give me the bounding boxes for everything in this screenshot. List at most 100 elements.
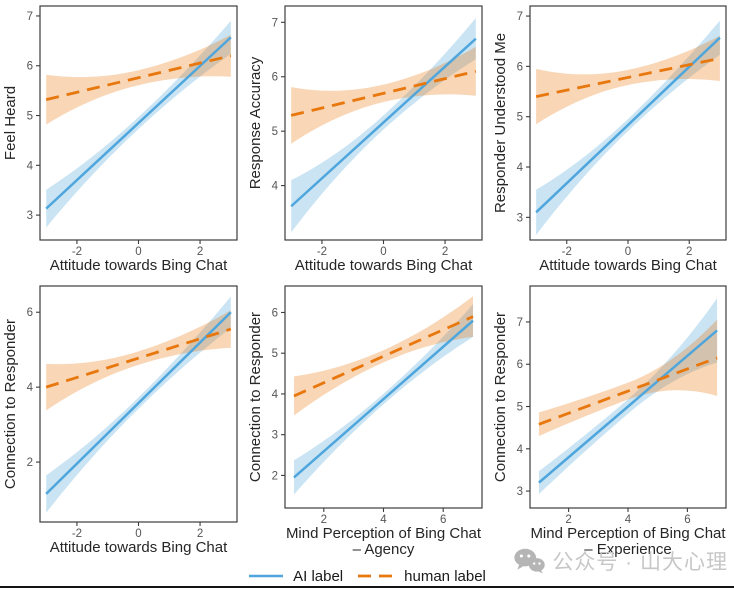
y-tick-label: 4 [517, 162, 524, 174]
axis-titles: Mind Perception of Bing Chat– Agency Conn… [247, 312, 482, 558]
axes: -2 0 2 3 4 5 6 7 [517, 11, 693, 258]
legend-label-human: human label [404, 567, 486, 585]
y-axis-title: Connection to Responder [492, 312, 509, 482]
axis-titles: Mind Perception of Bing Chat– Experience… [492, 312, 726, 558]
x-tick-label: 6 [440, 514, 446, 526]
x-tick-label: 0 [625, 246, 631, 258]
ci-band [294, 296, 473, 416]
y-axis-title: Connection to Responder [247, 312, 264, 482]
watermark-text: 公众号 · 山大心理 [552, 551, 728, 574]
y-tick-label: 4 [272, 389, 279, 401]
trend-line [290, 69, 477, 117]
panel-1: -2 0 2 3 4 5 6 7 Attitude towards Bing Chat Feel … [0, 0, 245, 280]
x-tick-label: 2 [197, 528, 203, 540]
human-line-swatch-icon [358, 574, 395, 578]
x-tick-label: 2 [686, 246, 692, 258]
x-axis-title: Mind Perception of Bing Chat [530, 525, 726, 542]
x-tick-label: 2 [442, 246, 448, 258]
y-tick-label: 5 [272, 126, 278, 138]
trend-line [538, 356, 718, 426]
x-tick-label: -2 [72, 246, 82, 258]
watermark: 公众号 · 山大心理 [514, 546, 728, 576]
x-axis-title-line2: – Agency [353, 541, 415, 558]
axes: 2 4 6 2 3 4 5 6 [272, 307, 447, 526]
y-tick-label: 6 [27, 307, 33, 319]
panel-1-chart: -2 0 2 3 4 5 6 7 Attitude towards Bing Chat Feel … [2, 5, 238, 274]
trend-line [45, 311, 232, 495]
plot-area [538, 298, 718, 494]
plot-area [290, 18, 477, 233]
trend-line [538, 329, 718, 484]
x-axis-title: Mind Perception of Bing Chat [286, 525, 482, 542]
panel-2-chart: -2 0 2 4 5 6 7 Attitude towards Bing Chat Respon… [247, 5, 483, 274]
y-tick-label: 5 [517, 112, 523, 124]
y-tick-label: 6 [517, 61, 523, 73]
y-tick-label: 2 [272, 470, 278, 482]
y-axis-title: Response Accuracy [247, 56, 264, 189]
y-tick-label: 5 [272, 348, 278, 360]
panel-4-chart: -2 0 2 2 4 6 Attitude towards Bing Chat Connect… [2, 285, 238, 556]
ci-band [46, 310, 231, 411]
axis-titles: Attitude towards Bing Chat Feel Heard [2, 86, 228, 274]
y-tick-label: 7 [517, 317, 523, 329]
y-tick-label: 2 [27, 457, 33, 469]
chart-legend: AI label human label [0, 564, 734, 588]
axes: -2 0 2 2 4 6 [27, 307, 204, 540]
y-tick-label: 3 [272, 430, 278, 442]
y-axis-title: Feel Heard [2, 86, 19, 160]
trend-line [535, 36, 721, 214]
plot-area [293, 296, 474, 495]
y-tick-label: 7 [27, 11, 33, 23]
bottom-divider [0, 586, 734, 588]
y-tick-label: 7 [517, 11, 523, 23]
legend-item-human: human label [357, 568, 486, 585]
ci-band [536, 20, 720, 235]
x-axis-title: Attitude towards Bing Chat [50, 257, 228, 274]
x-axis-title-line2: – Experience [584, 541, 672, 558]
x-tick-label: 4 [625, 514, 632, 526]
y-axis-title: Responder Understood Me [492, 33, 509, 213]
y-tick-label: 4 [27, 160, 34, 172]
x-tick-label: 6 [684, 514, 690, 526]
x-axis-title: Attitude towards Bing Chat [539, 257, 717, 274]
y-tick-label: 3 [517, 212, 523, 224]
y-tick-label: 6 [272, 72, 278, 84]
x-axis-title: Attitude towards Bing Chat [50, 539, 228, 556]
panel-2: -2 0 2 4 5 6 7 Attitude towards Bing Chat Respon… [245, 0, 490, 280]
x-tick-label: -2 [72, 528, 82, 540]
trend-line [45, 54, 232, 101]
panel-5: 2 4 6 2 3 4 5 6 Mind Perception of Bing Chat – Ag… [245, 280, 490, 580]
y-tick-label: 6 [272, 307, 278, 319]
trend-line [293, 315, 474, 398]
panel-4: -2 0 2 2 4 6 Attitude towards Bing Chat Connect… [0, 280, 245, 580]
y-tick-label: 3 [517, 486, 523, 498]
y-axis-title: Connection to Responder [2, 319, 19, 489]
plot-area [45, 296, 232, 513]
x-tick-label: -2 [317, 246, 327, 258]
trend-line [45, 327, 232, 389]
plot-area [45, 20, 232, 228]
trend-line [290, 37, 477, 208]
wechat-icon [514, 548, 546, 574]
legend-label-ai: AI label [293, 567, 344, 585]
y-tick-label: 4 [27, 382, 34, 394]
axis-titles: Attitude towards Bing Chat Response Accur… [247, 56, 473, 274]
axes: -2 0 2 3 4 5 6 7 [27, 11, 204, 258]
panel-6: 2 4 6 3 4 5 6 7 Mind Perception of Bing Chat – Ex… [490, 280, 734, 580]
y-tick-label: 4 [272, 181, 279, 193]
ai-line-swatch-icon [249, 574, 284, 578]
y-tick-label: 7 [272, 17, 278, 29]
ci-band [46, 34, 231, 125]
x-tick-label: 2 [565, 514, 571, 526]
panel-3: -2 0 2 3 4 5 6 7 Attitude towards Bing Chat Respo… [490, 0, 734, 280]
panel-3-chart: -2 0 2 3 4 5 6 7 Attitude towards Bing Chat Respo… [492, 5, 727, 274]
legend-item-ai: AI label [248, 568, 343, 585]
y-tick-label: 5 [517, 402, 523, 414]
axis-titles: Attitude towards Bing Chat Responder Unde… [492, 33, 718, 274]
trend-line [45, 36, 232, 210]
x-tick-label: 2 [321, 514, 327, 526]
ci-band [291, 46, 476, 144]
